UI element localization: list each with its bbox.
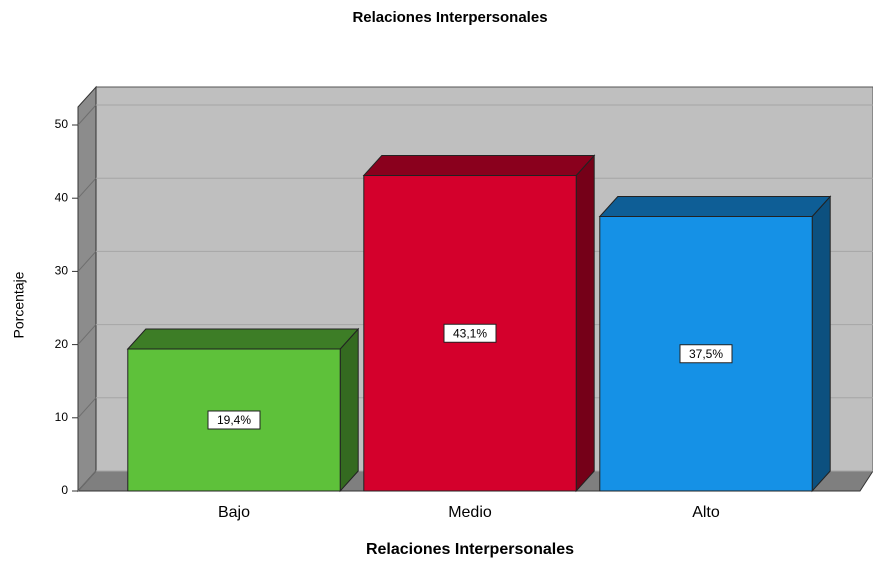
value-label-box — [679, 344, 733, 364]
x-tick-label: Medio — [448, 504, 492, 521]
grid-line — [77, 397, 97, 419]
value-label: 37,5% — [689, 347, 723, 361]
x-axis-label: Relaciones Interpersonales — [366, 541, 574, 558]
bar-top — [126, 328, 360, 350]
grid-line — [77, 470, 97, 492]
value-label: 43,1% — [453, 326, 487, 340]
y-tick-label: 0 — [61, 483, 68, 497]
bar-top — [598, 196, 832, 217]
y-tick-label: 50 — [55, 117, 69, 131]
y-tick-label: 20 — [55, 337, 69, 351]
bars: 19,4% 43,1% 37,5% — [126, 154, 832, 493]
value-label: 19,4% — [217, 413, 251, 427]
bar-side — [339, 327, 359, 493]
x-tick-label: Bajo — [218, 504, 250, 521]
y-tick-label: 40 — [55, 190, 69, 204]
bar-top — [362, 155, 596, 177]
grid-line — [77, 104, 97, 126]
chart-title: Relaciones Interpersonales — [352, 9, 547, 26]
x-tick-label: Alto — [692, 504, 720, 521]
y-axis-label: Porcentaje — [11, 271, 27, 338]
grid-line — [77, 324, 97, 345]
grid-line — [77, 251, 97, 272]
value-label-box — [443, 323, 497, 343]
side-wall — [77, 85, 97, 493]
bar-side — [811, 195, 831, 493]
bar-side — [575, 154, 595, 493]
grid-line — [77, 177, 97, 199]
value-label-box — [207, 410, 261, 430]
y-tick-label: 30 — [55, 264, 69, 278]
y-tick-label: 10 — [55, 410, 69, 424]
